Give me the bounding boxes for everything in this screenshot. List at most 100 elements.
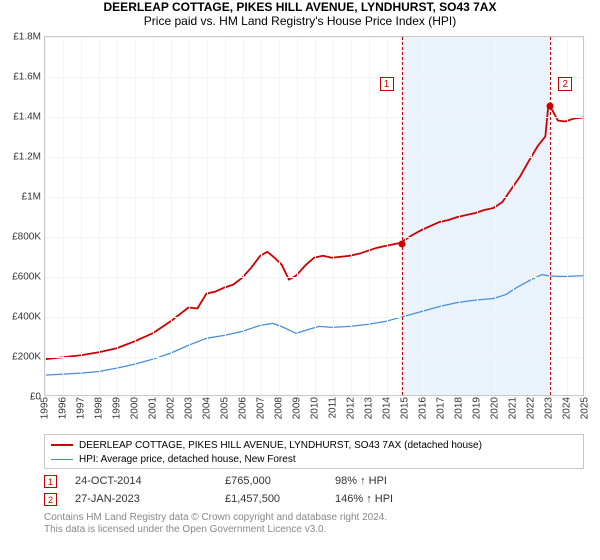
x-tick-label: 2005 [220, 397, 231, 419]
x-tick-label: 2022 [526, 397, 537, 419]
x-tick-label: 2019 [472, 397, 483, 419]
gridline-x [513, 37, 514, 395]
legend-box: DEERLEAP COTTAGE, PIKES HILL AVENUE, LYN… [44, 434, 584, 469]
gridline-y [45, 237, 583, 238]
event-line [550, 37, 551, 395]
x-tick-label: 2009 [292, 397, 303, 419]
gridline-x [423, 37, 424, 395]
gridline-x [225, 37, 226, 395]
sale-hpi: 98% ↑ HPI [335, 475, 387, 487]
legend-label: DEERLEAP COTTAGE, PIKES HILL AVENUE, LYN… [79, 440, 482, 451]
sales-row: 2 27-JAN-2023£1,457,500146% ↑ HPI [44, 490, 584, 508]
gridline-x [117, 37, 118, 395]
legend-row: DEERLEAP COTTAGE, PIKES HILL AVENUE, LYN… [51, 438, 577, 452]
footnote-line-1: Contains HM Land Registry data © Crown c… [44, 512, 387, 523]
sales-row: 124-OCT-2014£765,00098% ↑ HPI [44, 472, 584, 490]
gridline-x [189, 37, 190, 395]
gridline-x [585, 37, 586, 395]
legend-label: HPI: Average price, detached house, New … [79, 454, 296, 465]
legend-swatch [51, 459, 73, 460]
gridline-x [405, 37, 406, 395]
series-hpi [45, 275, 583, 375]
x-tick-label: 2011 [328, 397, 339, 419]
y-tick-label: £1.6M [13, 72, 41, 83]
x-tick-label: 2013 [364, 397, 375, 419]
legend-row: HPI: Average price, detached house, New … [51, 452, 577, 466]
x-tick-label: 1999 [112, 397, 123, 419]
x-tick-label: 1995 [40, 397, 51, 419]
gridline-y [45, 157, 583, 158]
chart-subtitle: Price paid vs. HM Land Registry's House … [0, 14, 600, 28]
x-tick-label: 2008 [274, 397, 285, 419]
gridline-x [333, 37, 334, 395]
sale-marker-box: 1 [44, 475, 57, 488]
x-tick-label: 2010 [310, 397, 321, 419]
x-tick-label: 2020 [490, 397, 501, 419]
x-tick-label: 2025 [580, 397, 591, 419]
event-marker-box: 1 [380, 77, 394, 91]
sale-date: 27-JAN-2023 [75, 493, 225, 505]
x-tick-label: 1996 [58, 397, 69, 419]
gridline-x [153, 37, 154, 395]
x-tick-label: 2007 [256, 397, 267, 419]
sale-price: £1,457,500 [225, 493, 335, 505]
x-tick-label: 2023 [544, 397, 555, 419]
x-tick-label: 1998 [94, 397, 105, 419]
gridline-x [261, 37, 262, 395]
x-tick-label: 2024 [562, 397, 573, 419]
gridline-x [99, 37, 100, 395]
gridline-x [369, 37, 370, 395]
gridline-y [45, 317, 583, 318]
y-tick-label: £1.4M [13, 112, 41, 123]
gridline-x [279, 37, 280, 395]
sale-hpi: 146% ↑ HPI [335, 493, 393, 505]
x-tick-label: 2006 [238, 397, 249, 419]
gridline-x [171, 37, 172, 395]
x-tick-label: 2004 [202, 397, 213, 419]
x-tick-label: 2015 [400, 397, 411, 419]
legend-swatch [51, 444, 73, 446]
y-tick-label: £400K [12, 312, 41, 323]
chart-svg [45, 37, 583, 395]
y-tick-label: £800K [12, 232, 41, 243]
y-tick-label: £600K [12, 272, 41, 283]
event-marker-box: 2 [558, 77, 572, 91]
x-tick-label: 2018 [454, 397, 465, 419]
x-tick-label: 1997 [76, 397, 87, 419]
x-tick-label: 2014 [382, 397, 393, 419]
gridline-y [45, 117, 583, 118]
sale-price: £765,000 [225, 475, 335, 487]
gridline-x [441, 37, 442, 395]
chart-area: £0£200K£400K£600K£800K£1M£1.2M£1.4M£1.6M… [44, 36, 584, 396]
x-tick-label: 2002 [166, 397, 177, 419]
gridline-x [459, 37, 460, 395]
gridline-x [63, 37, 64, 395]
gridline-x [297, 37, 298, 395]
gridline-x [135, 37, 136, 395]
x-tick-label: 2003 [184, 397, 195, 419]
gridline-y [45, 37, 583, 38]
gridline-x [207, 37, 208, 395]
gridline-x [243, 37, 244, 395]
sales-table: 124-OCT-2014£765,00098% ↑ HPI 2 27-JAN-202… [44, 472, 584, 508]
footnote-line-2: This data is licensed under the Open Gov… [44, 524, 326, 535]
gridline-x [81, 37, 82, 395]
x-tick-label: 2012 [346, 397, 357, 419]
y-tick-label: £200K [12, 352, 41, 363]
footnote: Contains HM Land Registry data © Crown c… [44, 512, 584, 536]
sale-point-dot [547, 102, 554, 109]
x-tick-label: 2017 [436, 397, 447, 419]
series-price [45, 105, 583, 359]
gridline-x [351, 37, 352, 395]
y-tick-label: £1M [22, 192, 41, 203]
y-tick-label: £1.2M [13, 152, 41, 163]
chart-title: DEERLEAP COTTAGE, PIKES HILL AVENUE, LYN… [0, 0, 600, 14]
event-line [402, 37, 403, 395]
gridline-x [477, 37, 478, 395]
x-tick-label: 2021 [508, 397, 519, 419]
x-tick-label: 2001 [148, 397, 159, 419]
gridline-y [45, 77, 583, 78]
sale-marker-box: 2 [44, 493, 57, 506]
gridline-y [45, 357, 583, 358]
gridline-x [45, 37, 46, 395]
